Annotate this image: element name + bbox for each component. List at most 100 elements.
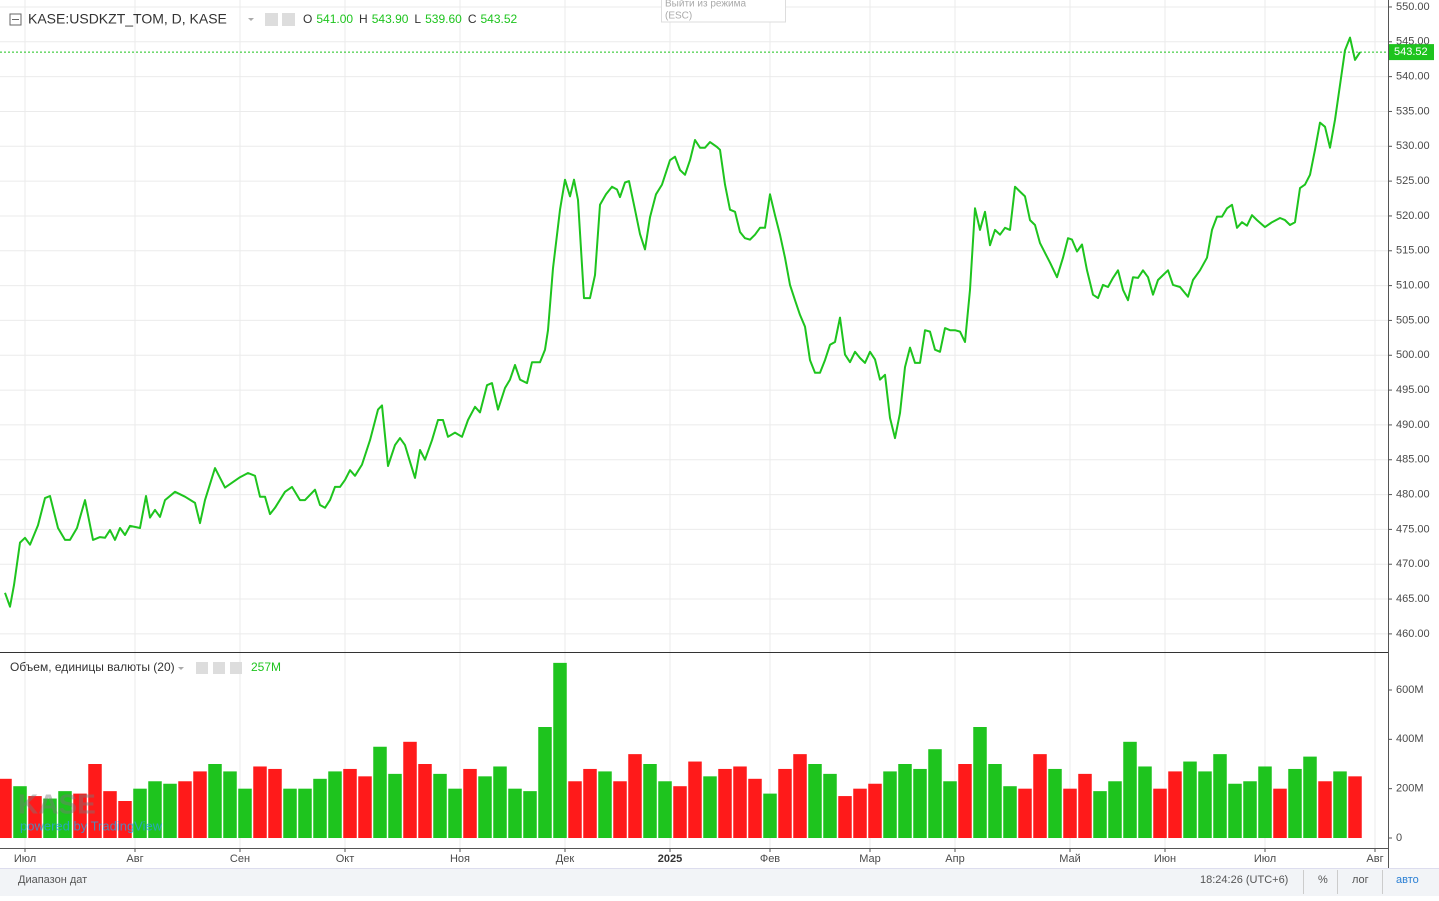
- volume-bar: [1078, 773, 1092, 839]
- volume-bar: [958, 764, 972, 839]
- eye-icon[interactable]: [265, 13, 278, 26]
- volume-bar: [1273, 788, 1287, 839]
- volume-bar: [163, 783, 177, 839]
- y-tick-label: 505.00: [1396, 314, 1430, 326]
- volume-bar: [898, 764, 912, 839]
- powered-by: powered by TradingView: [20, 818, 163, 833]
- volume-bar: [1288, 768, 1302, 839]
- volume-bar: [688, 761, 702, 839]
- volume-bar: [523, 791, 537, 839]
- x-tick-label: Ноя: [450, 853, 470, 865]
- y-tick-label: 480.00: [1396, 488, 1430, 500]
- volume-bar: [1138, 766, 1152, 839]
- exit-hint-box[interactable]: [661, 0, 786, 23]
- y-tick-label: 0: [1396, 832, 1402, 844]
- y-tick-label: 530.00: [1396, 140, 1430, 152]
- volume-bar: [778, 768, 792, 839]
- volume-bar: [1318, 781, 1332, 839]
- volume-bar: [0, 778, 12, 839]
- volume-bar: [823, 773, 837, 839]
- x-tick-label: Дек: [556, 853, 575, 865]
- percent-toggle[interactable]: %: [1318, 874, 1328, 886]
- ohlc-key: H: [359, 12, 368, 26]
- dropdown-arrow[interactable]: [178, 667, 184, 670]
- volume-bar: [793, 754, 807, 839]
- volume-bar: [928, 749, 942, 839]
- x-tick-label: Май: [1059, 853, 1081, 865]
- y-tick-label: 495.00: [1396, 384, 1430, 396]
- volume-bar: [763, 793, 777, 839]
- ohlc-value: 541.00: [316, 12, 353, 26]
- settings-icon[interactable]: [213, 662, 225, 674]
- volume-bar: [418, 764, 432, 839]
- volume-bar: [658, 781, 672, 839]
- close-icon[interactable]: [230, 662, 242, 674]
- volume-bar: [1123, 741, 1137, 839]
- volume-bar: [223, 771, 237, 839]
- volume-bar: [193, 771, 207, 839]
- volume-bar: [1048, 768, 1062, 839]
- volume-bar: [913, 768, 927, 839]
- volume-bar: [493, 766, 507, 839]
- volume-bar: [838, 796, 852, 839]
- volume-bar: [538, 727, 552, 839]
- x-tick-label: Авг: [1366, 853, 1383, 865]
- volume-bar: [703, 776, 717, 839]
- volume-bar: [298, 788, 312, 839]
- eye-icon[interactable]: [196, 662, 208, 674]
- volume-bar: [988, 764, 1002, 839]
- volume-bar: [283, 788, 297, 839]
- x-tick-label: Сен: [230, 853, 250, 865]
- y-tick-label: 550.00: [1396, 1, 1430, 13]
- volume-bar: [373, 746, 387, 839]
- volume-bar: [13, 786, 27, 839]
- volume-bar: [103, 791, 117, 839]
- volume-bar: [973, 727, 987, 839]
- y-tick-label: 520.00: [1396, 210, 1430, 222]
- bottom-bar: [0, 868, 1439, 896]
- volume-bar: [643, 764, 657, 839]
- ohlc-key: C: [468, 12, 477, 26]
- dropdown-arrow[interactable]: [248, 18, 254, 21]
- volume-bar: [568, 781, 582, 839]
- volume-bar: [403, 741, 417, 839]
- volume-bar: [883, 771, 897, 839]
- x-tick-label: Июн: [1154, 853, 1176, 865]
- x-tick-label: Мар: [859, 853, 881, 865]
- volume-bar: [28, 796, 42, 839]
- y-tick-label: 500.00: [1396, 349, 1430, 361]
- volume-bar: [1228, 783, 1242, 839]
- settings-icon[interactable]: [282, 13, 295, 26]
- y-tick-label: 485.00: [1396, 454, 1430, 466]
- y-tick-label: 490.00: [1396, 419, 1430, 431]
- exit-hint: Выйти из режима: [665, 0, 746, 10]
- volume-bar: [178, 781, 192, 839]
- ohlc-key: O: [303, 12, 312, 26]
- volume-bar: [583, 768, 597, 839]
- volume-bar: [1168, 771, 1182, 839]
- ohlc-values: O 541.00 H 543.90 L 539.60 C 543.52: [303, 12, 518, 26]
- volume-bar: [118, 801, 132, 839]
- last-price-tag: [1389, 44, 1434, 61]
- volume-bar: [598, 771, 612, 839]
- last-price-label: 543.52: [1394, 46, 1428, 58]
- volume-bar: [748, 778, 762, 839]
- y-tick-label: 465.00: [1396, 593, 1430, 605]
- volume-bar: [1303, 756, 1317, 839]
- date-range[interactable]: Диапазон дат: [18, 874, 87, 886]
- ohlc-value: 543.52: [480, 12, 517, 26]
- volume-bar: [208, 764, 222, 839]
- volume-bar: [358, 776, 372, 839]
- log-toggle[interactable]: лог: [1352, 874, 1369, 886]
- volume-bar: [1093, 791, 1107, 839]
- volume-bar: [733, 766, 747, 839]
- volume-bar: [238, 788, 252, 839]
- volume-bar: [433, 773, 447, 839]
- volume-title: Объем, единицы валюты (20): [10, 660, 175, 674]
- volume-bar: [463, 768, 477, 839]
- volume-bar: [43, 798, 57, 839]
- auto-toggle[interactable]: авто: [1396, 874, 1419, 886]
- x-tick-label: Авг: [126, 853, 143, 865]
- volume-bar: [508, 788, 522, 839]
- volume-bar: [943, 781, 957, 839]
